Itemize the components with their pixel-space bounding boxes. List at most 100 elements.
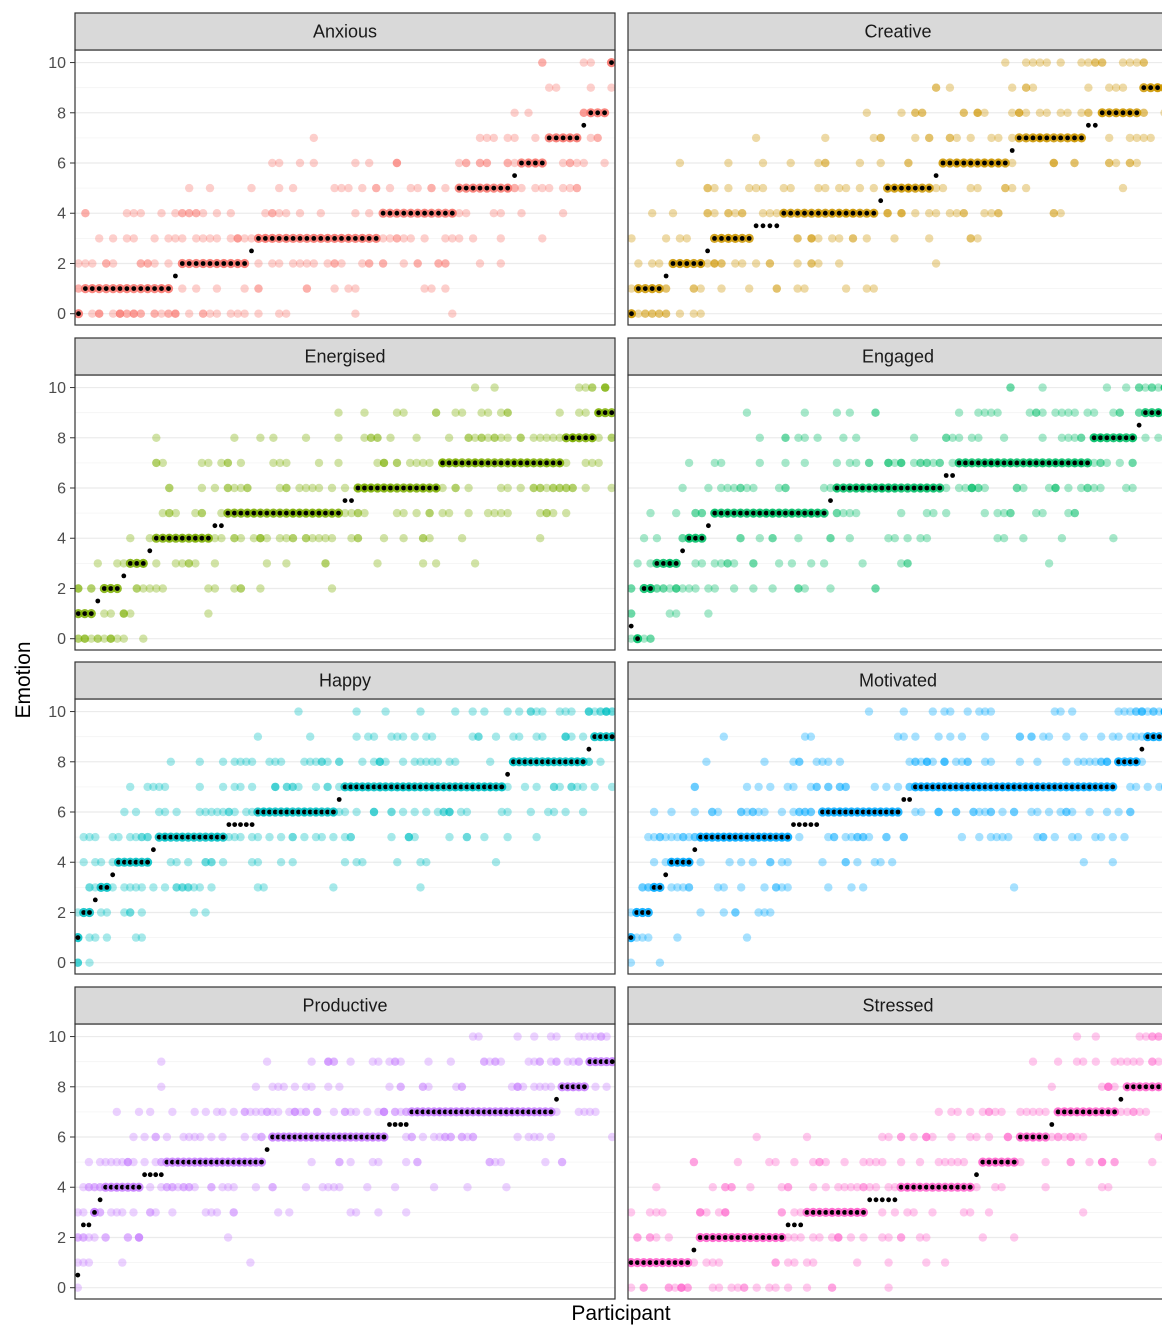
response-point bbox=[243, 483, 252, 493]
response-point bbox=[661, 832, 670, 842]
response-point bbox=[644, 933, 653, 942]
response-point bbox=[945, 133, 955, 143]
median-point bbox=[825, 809, 831, 815]
response-point bbox=[268, 259, 277, 268]
response-point bbox=[591, 1032, 600, 1041]
response-point bbox=[575, 408, 584, 417]
response-point bbox=[172, 883, 181, 892]
response-point bbox=[254, 284, 263, 293]
response-point bbox=[480, 707, 489, 716]
response-point bbox=[164, 309, 173, 318]
median-point bbox=[1011, 1159, 1017, 1165]
median-point bbox=[878, 198, 884, 204]
median-point bbox=[264, 1147, 270, 1152]
response-point bbox=[947, 1132, 956, 1142]
median-point bbox=[179, 535, 185, 541]
response-point bbox=[646, 559, 655, 568]
median-point bbox=[381, 1134, 387, 1140]
response-point bbox=[358, 757, 367, 766]
response-point bbox=[179, 1183, 188, 1192]
response-point bbox=[689, 284, 698, 293]
response-point bbox=[675, 158, 685, 168]
response-point bbox=[777, 807, 787, 817]
response-point bbox=[158, 458, 167, 468]
response-point bbox=[1131, 732, 1141, 741]
median-point bbox=[930, 784, 936, 790]
response-point bbox=[594, 433, 603, 442]
median-point bbox=[1074, 1109, 1080, 1115]
response-point bbox=[731, 259, 740, 268]
response-point bbox=[485, 1157, 494, 1167]
response-point bbox=[259, 883, 268, 892]
response-point bbox=[192, 284, 201, 293]
response-point bbox=[1072, 1132, 1082, 1142]
response-point bbox=[279, 1082, 288, 1092]
response-point bbox=[723, 559, 732, 568]
response-point bbox=[347, 534, 356, 543]
response-point bbox=[986, 832, 996, 842]
response-point bbox=[123, 1233, 133, 1242]
median-point bbox=[592, 734, 598, 740]
response-point bbox=[1089, 483, 1099, 493]
response-point bbox=[75, 584, 83, 593]
response-point bbox=[257, 1107, 266, 1117]
response-point bbox=[896, 1157, 906, 1167]
median-point bbox=[733, 834, 738, 840]
median-point bbox=[325, 236, 331, 241]
response-point bbox=[1108, 858, 1118, 867]
panel-motivated: Motivated bbox=[627, 661, 1162, 975]
response-point bbox=[980, 508, 989, 518]
median-point bbox=[677, 261, 683, 266]
response-point bbox=[678, 534, 687, 543]
median-point bbox=[297, 236, 303, 241]
response-point bbox=[532, 732, 541, 741]
response-point bbox=[994, 133, 1003, 143]
median-point bbox=[96, 286, 102, 291]
response-point bbox=[565, 183, 575, 193]
median-point bbox=[225, 510, 231, 516]
response-point bbox=[672, 584, 681, 593]
response-point bbox=[961, 483, 970, 493]
response-point bbox=[254, 259, 263, 268]
response-point bbox=[661, 234, 671, 243]
response-point bbox=[1033, 807, 1042, 817]
median-point bbox=[953, 784, 959, 790]
response-point bbox=[146, 1208, 155, 1217]
median-point bbox=[602, 110, 607, 116]
median-point bbox=[348, 784, 354, 790]
response-point bbox=[374, 1057, 383, 1066]
response-point bbox=[275, 534, 285, 543]
response-point bbox=[973, 108, 982, 118]
response-point bbox=[233, 309, 242, 318]
response-point bbox=[346, 1157, 355, 1167]
response-point bbox=[530, 1057, 539, 1066]
response-point bbox=[329, 1107, 339, 1117]
response-point bbox=[834, 1233, 843, 1242]
response-point bbox=[240, 234, 249, 243]
response-point bbox=[1028, 1057, 1038, 1066]
response-point bbox=[79, 858, 88, 867]
median-point bbox=[441, 784, 447, 790]
response-point bbox=[855, 158, 865, 168]
response-point bbox=[106, 634, 116, 643]
response-point bbox=[457, 534, 467, 543]
response-point bbox=[896, 1132, 906, 1142]
response-point bbox=[290, 1107, 300, 1117]
response-point bbox=[1066, 1132, 1075, 1142]
response-point bbox=[496, 483, 506, 493]
response-point bbox=[106, 609, 116, 618]
response-point bbox=[703, 209, 712, 218]
median-point bbox=[726, 236, 731, 241]
response-point bbox=[1148, 1032, 1157, 1041]
median-point bbox=[545, 759, 551, 765]
response-point bbox=[379, 1107, 389, 1117]
response-point bbox=[95, 309, 104, 318]
response-point bbox=[218, 1183, 227, 1192]
response-point bbox=[230, 584, 239, 593]
response-point bbox=[815, 1233, 824, 1242]
response-point bbox=[678, 483, 687, 493]
median-point bbox=[1122, 759, 1127, 765]
response-point bbox=[271, 782, 280, 792]
response-point bbox=[146, 1208, 155, 1217]
response-point bbox=[340, 807, 350, 817]
